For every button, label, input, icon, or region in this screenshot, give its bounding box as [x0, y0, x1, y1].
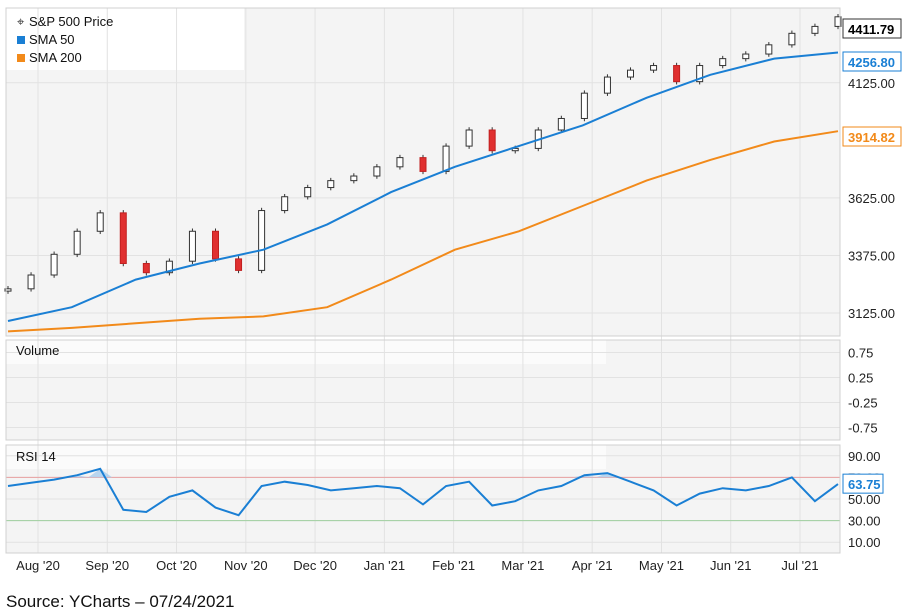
candle-body — [719, 58, 727, 67]
candle-body — [788, 32, 796, 46]
x-tick-label: Sep '20 — [85, 558, 129, 573]
rsi-last-value-box — [842, 473, 884, 494]
source-caption: Source: YCharts – 07/24/2021 — [6, 592, 235, 611]
price-y-tick-label: 3375.00 — [848, 248, 895, 263]
candle-body — [281, 196, 289, 212]
last-value-box — [842, 18, 902, 39]
panel-border — [5, 444, 841, 554]
rsi-panel — [6, 467, 840, 522]
candle-body — [188, 230, 196, 262]
candle-body — [212, 230, 219, 260]
candle-body — [373, 166, 381, 177]
x-tick-label: Mar '21 — [501, 558, 544, 573]
candle-body — [396, 157, 404, 168]
candle-body — [603, 76, 611, 94]
legend-label-sma200: SMA 200 — [29, 50, 82, 65]
candle-body — [235, 258, 243, 271]
legend: ⌖ S&P 500 Price SMA 50 SMA 200 — [17, 14, 113, 65]
volume-y-tick-label: 0.75 — [848, 346, 873, 361]
candle-body — [304, 187, 312, 198]
candle-body — [350, 175, 358, 182]
candle-body — [511, 147, 519, 152]
candle-body — [650, 65, 658, 71]
candle-body — [119, 212, 127, 264]
rsi-overbought-fill — [572, 475, 597, 478]
candle-body — [142, 262, 150, 274]
last-value-box — [842, 126, 902, 147]
candle-body — [696, 65, 704, 83]
last-value-label: 4411.79 — [848, 22, 894, 37]
last-value-labels: 4411.79 4256.80 3914.82 63.75 — [842, 18, 902, 494]
candle-body — [50, 253, 58, 276]
chart-svg: Aug '20 Sep '20 Oct '20 Nov '20 Dec '20 Jan '… — [4, 7, 902, 573]
candle-body — [258, 210, 266, 271]
rsi-last-value-label: 63.75 — [848, 477, 881, 492]
legend-item-sma50: SMA 50 — [17, 32, 75, 47]
volume-y-tick-label: -0.75 — [848, 421, 878, 436]
rsi-y-tick-label: 10.00 — [848, 535, 881, 550]
volume-y-tick-label: 0.25 — [848, 371, 873, 386]
rsi-line — [7, 467, 839, 517]
candle-body — [765, 44, 773, 55]
last-value-label: 4256.80 — [848, 55, 895, 70]
candle-body — [327, 180, 335, 189]
sma50-line — [7, 51, 839, 322]
candle-body — [165, 260, 173, 274]
x-tick-label: Jul '21 — [781, 558, 818, 573]
x-tick-label: Jan '21 — [364, 558, 406, 573]
candle-body — [419, 157, 427, 172]
x-tick-label: Feb '21 — [432, 558, 475, 573]
axes: Aug '20 Sep '20 Oct '20 Nov '20 Dec '20 Jan '… — [5, 7, 895, 573]
x-tick-label: May '21 — [639, 558, 684, 573]
rsi-overbought-fill — [88, 468, 113, 478]
price-y-tick-label: 3625.00 — [848, 191, 895, 206]
rsi-title-bg — [6, 445, 606, 469]
x-tick-label: Jun '21 — [710, 558, 752, 573]
price-panel — [4, 14, 842, 333]
panel-border — [5, 339, 841, 441]
volume-y-tick-label: -0.25 — [848, 396, 878, 411]
x-tick-label: Apr '21 — [572, 558, 613, 573]
price-legend-icon: ⌖ — [17, 14, 25, 29]
x-tick-label: Oct '20 — [156, 558, 197, 573]
last-value-box — [842, 51, 902, 72]
x-tick-label: Aug '20 — [16, 558, 60, 573]
candle-body — [742, 53, 750, 60]
rsi-y-tick-label: 30.00 — [848, 514, 881, 529]
candle-body — [465, 129, 473, 147]
candle-body — [811, 25, 819, 34]
candle-body — [96, 212, 104, 232]
last-value-label: 3914.82 — [848, 130, 895, 145]
candle-body — [27, 274, 35, 290]
legend-label-price: S&P 500 Price — [29, 14, 113, 29]
candle-body — [4, 288, 12, 292]
legend-bg — [6, 8, 244, 70]
candle-body — [627, 69, 634, 78]
legend-label-sma50: SMA 50 — [29, 32, 75, 47]
candle-body — [673, 65, 681, 83]
legend-item-price: ⌖ S&P 500 Price — [17, 14, 113, 29]
candle-body — [557, 117, 565, 131]
price-y-tick-label: 3125.00 — [848, 306, 895, 321]
sma200-swatch-icon — [17, 54, 25, 62]
candle-body — [73, 230, 81, 255]
candle-body — [580, 92, 588, 119]
rsi-panel-title: RSI 14 — [16, 449, 56, 464]
sma200-line — [7, 130, 839, 333]
sma50-swatch-icon — [17, 36, 25, 44]
rsi-y-tick-label: 90.00 — [848, 449, 881, 464]
volume-panel-title: Volume — [16, 343, 59, 358]
x-tick-label: Dec '20 — [293, 558, 337, 573]
candle-body — [488, 129, 496, 152]
candle-body — [442, 145, 450, 172]
panel-border — [5, 7, 841, 337]
x-tick-label: Nov '20 — [224, 558, 268, 573]
rsi-y-tick-label: 50.00 — [848, 492, 881, 507]
legend-item-sma200: SMA 200 — [17, 50, 82, 65]
price-y-tick-label: 4125.00 — [848, 76, 895, 91]
candle-body — [834, 16, 842, 27]
